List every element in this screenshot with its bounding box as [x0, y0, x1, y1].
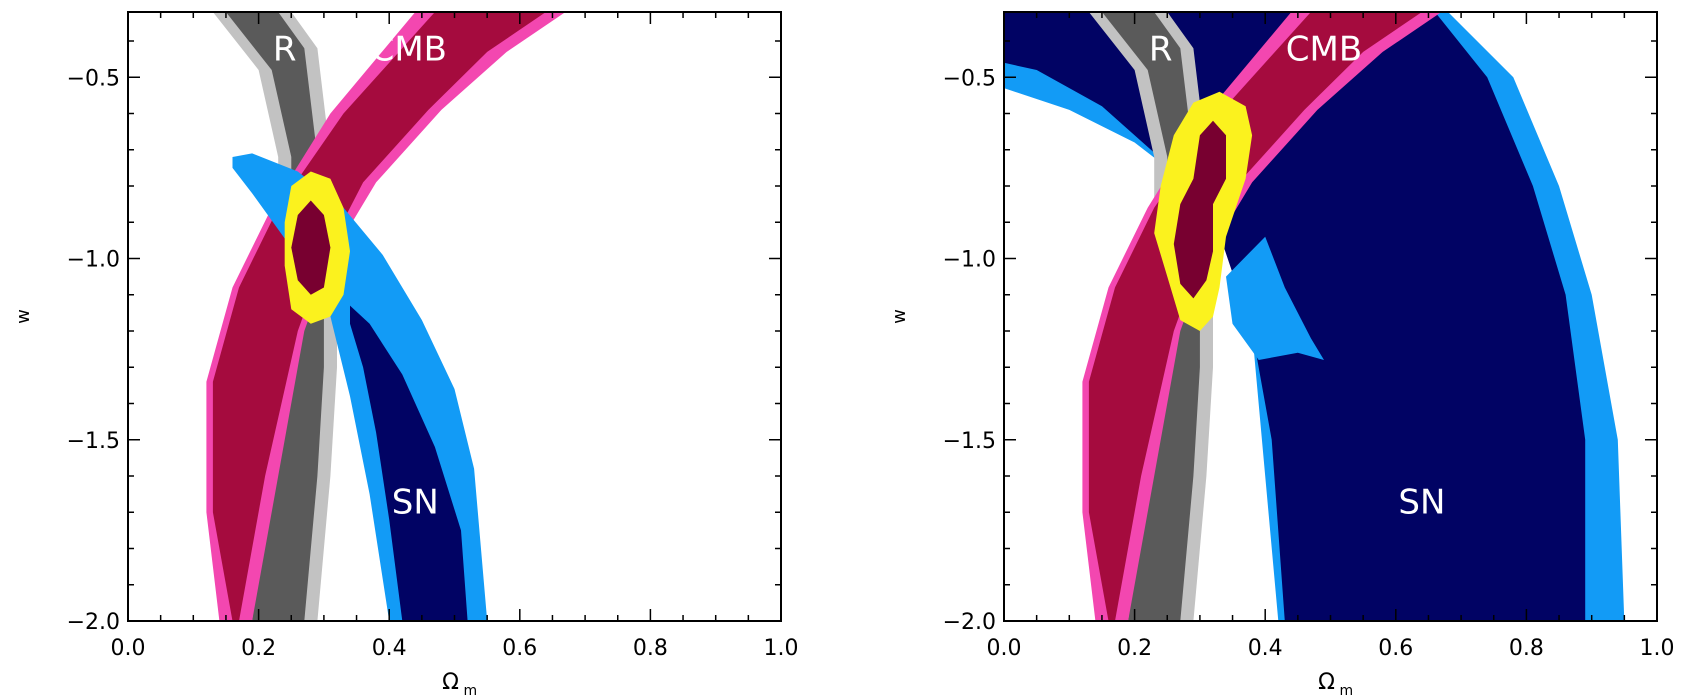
contour-sn-spur-outer	[1226, 236, 1324, 360]
y-tick-label: −0.5	[67, 66, 120, 91]
contour-cmb-inner	[212, 12, 546, 621]
contour-sn-inner	[350, 305, 468, 621]
y-tick-label: −1.0	[67, 248, 120, 273]
y-tick-label: −0.5	[943, 66, 996, 91]
y-tick-label: −1.5	[943, 429, 996, 454]
x-tick-label: 0.4	[372, 636, 407, 661]
y-axis-label: w	[13, 309, 34, 324]
plot-area	[206, 12, 566, 621]
x-axis-label-subscript: m	[464, 683, 478, 699]
x-tick-label: 0.6	[502, 636, 537, 661]
annotation-cmb: CMB	[1286, 29, 1362, 69]
x-tick-label: 0.2	[241, 636, 276, 661]
x-tick-label: 0.8	[1509, 636, 1544, 661]
x-tick-label: 1.0	[1640, 636, 1675, 661]
y-axis-label: w	[889, 309, 910, 324]
annotation-sn: SN	[392, 482, 439, 522]
x-axis-label-subscript: m	[1340, 683, 1354, 699]
x-tick-label: 0.0	[111, 636, 146, 661]
y-tick-label: −1.0	[943, 248, 996, 273]
annotation-sn: SN	[1398, 482, 1445, 522]
x-tick-label: 0.4	[1248, 636, 1283, 661]
annotation-r: R	[1149, 29, 1173, 69]
y-tick-label: −1.5	[67, 429, 120, 454]
x-axis-label: Ω	[442, 670, 459, 695]
annotation-cmb: CMB	[371, 29, 447, 69]
x-tick-label: 0.8	[633, 636, 668, 661]
x-tick-label: 0.0	[987, 636, 1022, 661]
chart-panel-left: 0.0 0.2 0.4 0.6 0.8 1.0 −2.0 −1.5 −1.0 −0.5 Ω m w R CM…	[13, 11, 799, 699]
annotation-r: R	[273, 29, 297, 69]
x-tick-label: 0.2	[1117, 636, 1152, 661]
contour-cmb-inner	[1088, 12, 1422, 621]
chart-panel-right: 0.0 0.2 0.4 0.6 0.8 1.0 −2.0 −1.5 −1.0 −0.5 Ω m w R CM…	[889, 11, 1675, 699]
x-axis-label: Ω	[1318, 670, 1335, 695]
x-tick-label: 0.6	[1378, 636, 1413, 661]
x-tick-label: 1.0	[764, 636, 799, 661]
plot-area	[1004, 12, 1625, 621]
contour-combined-inner	[1173, 120, 1226, 299]
contour-combined-inner	[291, 200, 331, 295]
y-tick-label: −2.0	[67, 610, 120, 635]
y-tick-label: −2.0	[943, 610, 996, 635]
